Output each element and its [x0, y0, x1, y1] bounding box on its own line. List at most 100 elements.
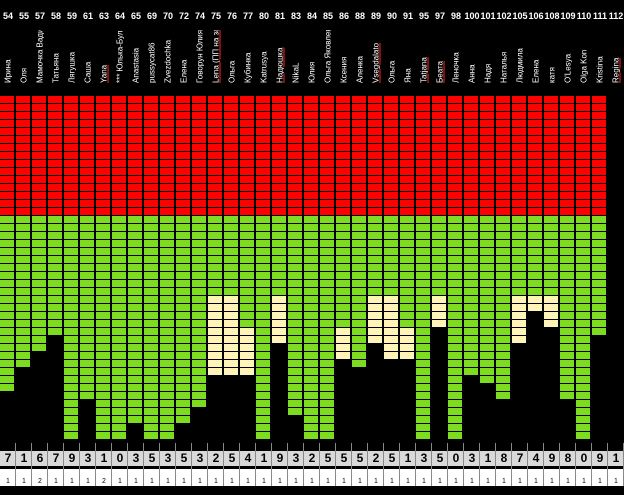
red-block	[112, 184, 126, 191]
red-block	[240, 96, 254, 103]
green-block	[32, 296, 46, 303]
score-cell: 3	[80, 451, 96, 466]
red-block	[96, 176, 110, 183]
red-block	[560, 208, 574, 215]
green-block	[448, 408, 462, 415]
red-block	[32, 112, 46, 119]
participant-name[interactable]: Regina	[611, 57, 621, 83]
participant-name[interactable]: Ольга Яковлева	[323, 30, 333, 83]
green-block	[32, 224, 46, 231]
green-block	[272, 288, 286, 295]
participant-name[interactable]: Мамочка Вадима	[35, 30, 45, 83]
green-block	[32, 264, 46, 271]
green-block	[112, 216, 126, 223]
green-block	[576, 424, 590, 431]
participant-name[interactable]: катя	[547, 67, 557, 83]
participant-name[interactable]: Саша	[83, 61, 93, 83]
participant-name[interactable]: Olga Kon	[579, 49, 589, 83]
red-block	[0, 120, 14, 127]
participant-name[interactable]: *** Юлька-Булька ***	[115, 30, 125, 83]
participant-name[interactable]: Yana	[99, 64, 109, 83]
red-block	[176, 176, 190, 183]
participant-name[interactable]: Наталья	[499, 51, 509, 83]
participant-name[interactable]: Надюшка	[275, 47, 285, 83]
participant-name[interactable]: Кубинка	[243, 52, 253, 83]
sub-score-cell: 1	[432, 469, 448, 486]
participant-name[interactable]: Елена	[179, 59, 189, 83]
red-block	[560, 168, 574, 175]
green-block	[208, 248, 222, 255]
participant-name[interactable]: Ольга	[227, 60, 237, 83]
participant-name[interactable]: Надя	[483, 63, 493, 83]
participant-name[interactable]: Аленка	[355, 56, 365, 83]
green-block	[144, 224, 158, 231]
green-block	[272, 240, 286, 247]
red-block	[368, 160, 382, 167]
participant-name[interactable]: Татьяна	[51, 53, 61, 83]
participant-name[interactable]: Яна	[403, 68, 413, 83]
red-block	[112, 192, 126, 199]
green-block	[528, 240, 542, 247]
red-block	[432, 104, 446, 111]
participant-name[interactable]: Анна	[467, 64, 477, 83]
cream-block	[240, 344, 254, 351]
red-block	[512, 104, 526, 111]
participant-name[interactable]: Говорун Юлия	[195, 30, 205, 83]
red-block	[464, 112, 478, 119]
participant-name[interactable]: Оля	[19, 67, 29, 83]
participant-name[interactable]: Лягушка	[67, 51, 77, 83]
participant-name[interactable]: Ирина	[3, 59, 13, 83]
red-block	[256, 96, 270, 103]
participant-name[interactable]: Ольга	[387, 60, 397, 83]
participant-name[interactable]: Леночка	[451, 52, 461, 83]
green-block	[80, 312, 94, 319]
column-separator	[79, 443, 80, 486]
red-block	[464, 192, 478, 199]
participant-name[interactable]: Tatjana	[419, 57, 429, 83]
participant-name[interactable]: Елена	[531, 59, 541, 83]
participant-name[interactable]: Людмила	[515, 48, 525, 83]
participant-name[interactable]: O'Lesya	[563, 53, 573, 83]
red-block	[592, 120, 606, 127]
participant-name[interactable]: Юлия	[307, 61, 317, 83]
green-block	[496, 288, 510, 295]
red-block	[560, 96, 574, 103]
cream-block	[208, 368, 222, 375]
green-block	[112, 288, 126, 295]
participant-name[interactable]: Zvezdochka	[163, 39, 173, 83]
participant-name[interactable]: Anastasia	[131, 47, 141, 83]
participant-name[interactable]: NikaL	[291, 62, 301, 83]
green-block	[368, 248, 382, 255]
green-block	[560, 312, 574, 319]
red-block	[112, 104, 126, 111]
green-block	[112, 432, 126, 439]
green-block	[416, 272, 430, 279]
green-block	[160, 296, 174, 303]
green-block	[80, 232, 94, 239]
participant-column: 100 Анна 3 1	[464, 0, 480, 486]
red-block	[208, 160, 222, 167]
participant-name[interactable]: Katrusya	[259, 51, 269, 83]
participant-name[interactable]: pussycat86	[147, 42, 157, 83]
green-block	[192, 312, 206, 319]
green-block	[448, 352, 462, 359]
green-block	[560, 392, 574, 399]
participant-name[interactable]: Ксения	[339, 56, 349, 83]
green-block	[96, 280, 110, 287]
green-block	[304, 344, 318, 351]
green-block	[352, 288, 366, 295]
red-block	[592, 160, 606, 167]
green-block	[448, 320, 462, 327]
participant-name[interactable]: Kristina	[595, 56, 605, 83]
participant-name[interactable]: Lena (ПП на заказ)	[211, 30, 221, 83]
green-block	[288, 408, 302, 415]
green-block	[128, 416, 142, 423]
participant-column: 75 Lena (ПП на заказ) 2 1	[208, 0, 224, 486]
participant-column: 83 NikaL 3 1	[288, 0, 304, 486]
green-block	[192, 376, 206, 383]
green-block	[528, 248, 542, 255]
participant-name[interactable]: Vsegdalato	[371, 42, 381, 83]
green-block	[448, 312, 462, 319]
participant-name[interactable]: Беата	[435, 61, 445, 83]
red-block	[80, 160, 94, 167]
